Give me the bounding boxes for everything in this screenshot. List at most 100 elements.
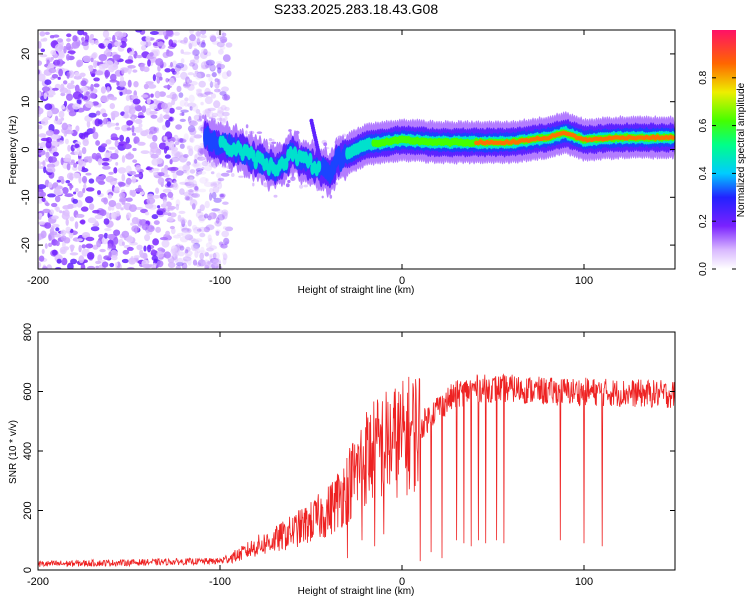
noise-blob xyxy=(110,133,118,140)
noise-blob xyxy=(175,203,180,211)
noise-blob xyxy=(104,69,111,78)
noise-blob xyxy=(48,156,57,163)
halo-point xyxy=(256,131,263,134)
halo-point xyxy=(202,114,205,120)
noise-blob xyxy=(86,120,91,128)
noise-blob xyxy=(51,74,59,79)
noise-blob xyxy=(205,64,210,69)
noise-blob xyxy=(188,94,195,103)
noise-blob xyxy=(75,125,80,132)
noise-blob xyxy=(38,261,42,269)
noise-blob xyxy=(70,80,75,85)
noise-blob xyxy=(120,207,124,211)
noise-blob xyxy=(214,88,221,93)
noise-blob xyxy=(52,151,59,157)
noise-blob xyxy=(105,139,112,145)
noise-blob xyxy=(199,146,203,155)
noise-blob xyxy=(174,65,182,72)
noise-blob xyxy=(204,252,209,257)
colorbar-gradient xyxy=(712,30,736,269)
noise-blob xyxy=(150,114,158,119)
noise-blob xyxy=(187,125,196,133)
noise-blob xyxy=(171,251,180,257)
noise-blob xyxy=(150,153,159,159)
heatmap-y-label: Frequency (Hz) xyxy=(8,116,19,185)
halo-point xyxy=(211,115,217,118)
noise-blob xyxy=(94,214,104,220)
noise-blob xyxy=(39,31,46,37)
noise-blob xyxy=(147,225,155,232)
noise-blob xyxy=(54,43,64,52)
noise-blob xyxy=(196,228,202,232)
noise-blob xyxy=(173,234,181,239)
noise-blob xyxy=(210,171,215,175)
heatmap-x-tick-label: 0 xyxy=(399,275,405,287)
noise-blob xyxy=(40,48,45,53)
noise-blob xyxy=(178,154,188,163)
noise-blob xyxy=(183,83,192,87)
noise-blob xyxy=(175,170,184,176)
noise-blob xyxy=(185,196,193,201)
noise-blob xyxy=(74,143,80,149)
noise-blob xyxy=(204,264,209,269)
noise-blob xyxy=(151,214,159,220)
noise-blob xyxy=(65,42,72,51)
noise-blob xyxy=(79,220,86,224)
noise-blob xyxy=(100,95,110,103)
noise-blob xyxy=(92,131,99,140)
noise-blob xyxy=(209,35,217,43)
noise-blob xyxy=(130,222,134,226)
noise-blob xyxy=(208,213,215,220)
noise-blob xyxy=(204,181,213,188)
noise-blob xyxy=(217,89,222,93)
noise-blob xyxy=(218,241,224,246)
noise-blob xyxy=(69,51,75,55)
noise-blob xyxy=(40,137,50,142)
noise-blob xyxy=(225,241,229,245)
noise-blob xyxy=(204,200,210,209)
noise-blob xyxy=(212,259,222,267)
noise-blob xyxy=(224,96,230,101)
halo-point xyxy=(288,129,292,132)
noise-blob xyxy=(214,83,220,89)
noise-blob xyxy=(210,93,217,99)
noise-blob xyxy=(102,118,109,125)
noise-blob xyxy=(169,91,177,100)
noise-blob xyxy=(55,227,60,232)
noise-blob xyxy=(210,81,213,88)
noise-blob xyxy=(58,176,64,181)
noise-blob xyxy=(38,199,43,204)
noise-blob xyxy=(210,181,217,186)
noise-blob xyxy=(61,122,68,131)
noise-blob xyxy=(199,177,208,184)
noise-blob xyxy=(195,31,202,37)
noise-blob xyxy=(66,38,71,42)
noise-blob xyxy=(159,237,169,241)
noise-blob xyxy=(187,189,194,193)
noise-blob xyxy=(54,115,59,122)
halo-point xyxy=(323,142,328,147)
noise-blob xyxy=(196,91,202,96)
noise-blob xyxy=(44,243,48,249)
noise-blob xyxy=(184,250,193,256)
noise-blob xyxy=(188,237,196,242)
noise-blob xyxy=(209,192,213,201)
noise-blob xyxy=(38,184,47,190)
noise-blob xyxy=(157,65,161,72)
noise-blob xyxy=(138,123,143,128)
noise-blob xyxy=(119,134,124,142)
noise-blob xyxy=(178,92,184,98)
noise-blob xyxy=(172,60,177,66)
noise-blob xyxy=(91,152,98,160)
noise-blob xyxy=(216,63,226,70)
noise-blob xyxy=(146,98,151,105)
noise-blob xyxy=(88,178,95,184)
noise-blob xyxy=(107,243,113,249)
noise-blob xyxy=(217,78,221,86)
noise-blob xyxy=(95,176,104,184)
noise-blob xyxy=(73,162,78,168)
noise-blob xyxy=(142,263,151,269)
noise-blob xyxy=(80,206,89,212)
noise-blob xyxy=(187,83,195,91)
noise-blob xyxy=(46,166,56,173)
